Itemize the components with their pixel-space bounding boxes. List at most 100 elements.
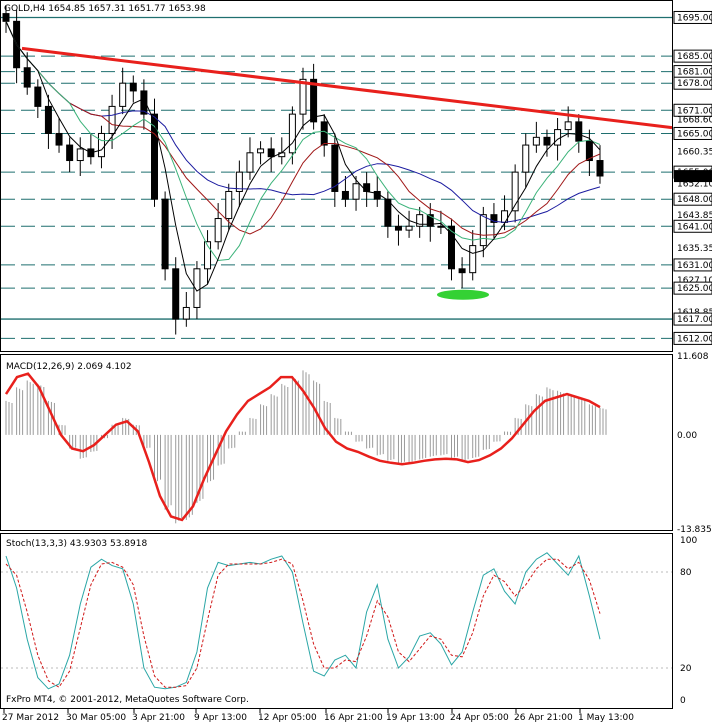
- price-axis-label: 1660.35: [677, 147, 712, 157]
- price-label-box: [673, 10, 712, 24]
- price-axis-label: 1678.00: [677, 79, 712, 89]
- candle: [23, 67, 31, 88]
- price-header: GOLD,H4 1654.85 1657.31 1651.77 1653.98: [4, 4, 206, 14]
- price-axis-label: 1627.10: [677, 276, 712, 286]
- candle: [66, 144, 74, 162]
- stoch-axis-label: 20: [680, 664, 692, 674]
- stoch-axis-label: 100: [680, 536, 697, 546]
- price-axis-label: 1631.00: [677, 261, 712, 271]
- candle: [140, 90, 148, 115]
- trend-line: [21, 46, 673, 130]
- x-axis-label: 24 Apr 05:00: [450, 713, 509, 723]
- support-highlight: [437, 289, 489, 300]
- candle: [214, 218, 222, 243]
- candle: [76, 148, 84, 162]
- candle: [448, 225, 455, 270]
- macd-signal-line: [4, 372, 601, 522]
- current-price-marker: [674, 170, 712, 183]
- candle: [44, 105, 52, 134]
- price-label-box: [673, 258, 712, 272]
- candle: [257, 148, 265, 154]
- price-label-box: [673, 103, 712, 117]
- moving-average-line: [5, 21, 601, 236]
- candle: [34, 86, 42, 107]
- candle: [246, 152, 254, 173]
- stoch-axis-label: 0: [680, 696, 686, 706]
- candle: [532, 136, 540, 146]
- candle: [405, 225, 413, 231]
- candle: [554, 129, 562, 146]
- price-axis-label: 1681.00: [677, 68, 712, 78]
- macd-axis-label: 11.608: [677, 352, 709, 362]
- candle: [182, 306, 190, 320]
- candle: [575, 121, 583, 142]
- x-axis-label: 9 Apr 13:00: [194, 713, 247, 723]
- price-label-box: [673, 126, 712, 140]
- current-price-label: 1653.98: [677, 172, 712, 182]
- price-label-box: [673, 312, 712, 326]
- candle: [469, 245, 477, 274]
- price-axis-label: 1671.00: [677, 106, 712, 116]
- price-axis-label: 1641.00: [677, 222, 712, 232]
- candle: [341, 190, 349, 200]
- candle: [204, 241, 212, 270]
- x-axis-label: 27 Mar 2012: [2, 713, 59, 723]
- candle: [2, 13, 10, 22]
- price-label-box: [673, 281, 712, 295]
- candle: [119, 82, 127, 107]
- candle: [172, 268, 180, 320]
- candle: [320, 121, 328, 146]
- candle: [426, 214, 434, 227]
- price-axis-label: 1612.00: [677, 334, 712, 344]
- stoch-axis-label: 80: [680, 568, 692, 578]
- x-axis-label: 19 Apr 13:00: [386, 713, 445, 723]
- candle: [437, 225, 445, 228]
- candle: [543, 136, 551, 146]
- candle: [479, 214, 487, 247]
- price-axis-label: 1625.00: [677, 284, 712, 294]
- candle: [352, 183, 360, 200]
- candle: [522, 144, 530, 173]
- candle: [596, 160, 604, 177]
- candle: [384, 198, 392, 227]
- price-axis-label: 1685.00: [677, 52, 712, 62]
- candle: [108, 105, 116, 134]
- candle: [458, 268, 466, 274]
- candle: [564, 121, 572, 131]
- price-axis-label: 1665.00: [677, 129, 712, 139]
- candle: [416, 214, 424, 227]
- macd-axis-label: -13.835: [677, 525, 712, 535]
- x-axis-label: 1 May 13:00: [578, 713, 634, 723]
- price-axis-label: 1652.10: [677, 179, 712, 189]
- x-axis-label: 26 Apr 21:00: [514, 713, 573, 723]
- price-axis-label: 1695.00: [677, 13, 712, 23]
- x-axis-label: 16 Apr 21:00: [324, 713, 383, 723]
- candle: [235, 171, 243, 192]
- candle: [299, 78, 307, 115]
- price-label-box: [673, 49, 712, 63]
- candle: [267, 148, 275, 158]
- price-axis-label: 1668.60: [677, 116, 712, 126]
- x-axis-label: 30 Mar 05:00: [66, 713, 126, 723]
- candle: [288, 113, 296, 154]
- price-axis-label: 1617.00: [677, 315, 712, 325]
- candle: [511, 171, 519, 212]
- moving-average-line: [5, 21, 601, 262]
- moving-average-line: [5, 21, 601, 292]
- x-axis-label: 12 Apr 05:00: [258, 713, 317, 723]
- stoch-header: Stoch(13,3,3) 43.9303 53.8918: [6, 539, 147, 549]
- candle: [310, 78, 318, 123]
- price-axis-label: 1648.00: [677, 195, 712, 205]
- price-label-box: [673, 219, 712, 233]
- stoch-main-line: [5, 552, 601, 690]
- candle: [97, 132, 105, 158]
- candle: [161, 198, 169, 270]
- copyright-text: FxPro MT4, © 2001-2012, MetaQuotes Softw…: [6, 695, 249, 705]
- candle: [490, 214, 498, 223]
- candle: [363, 183, 371, 192]
- price-axis-label: 1643.85: [677, 211, 712, 221]
- price-label-box: [673, 76, 712, 90]
- macd-axis-label: 0.00: [677, 431, 697, 441]
- macd-header: MACD(12,26,9) 2.069 4.102: [6, 362, 132, 372]
